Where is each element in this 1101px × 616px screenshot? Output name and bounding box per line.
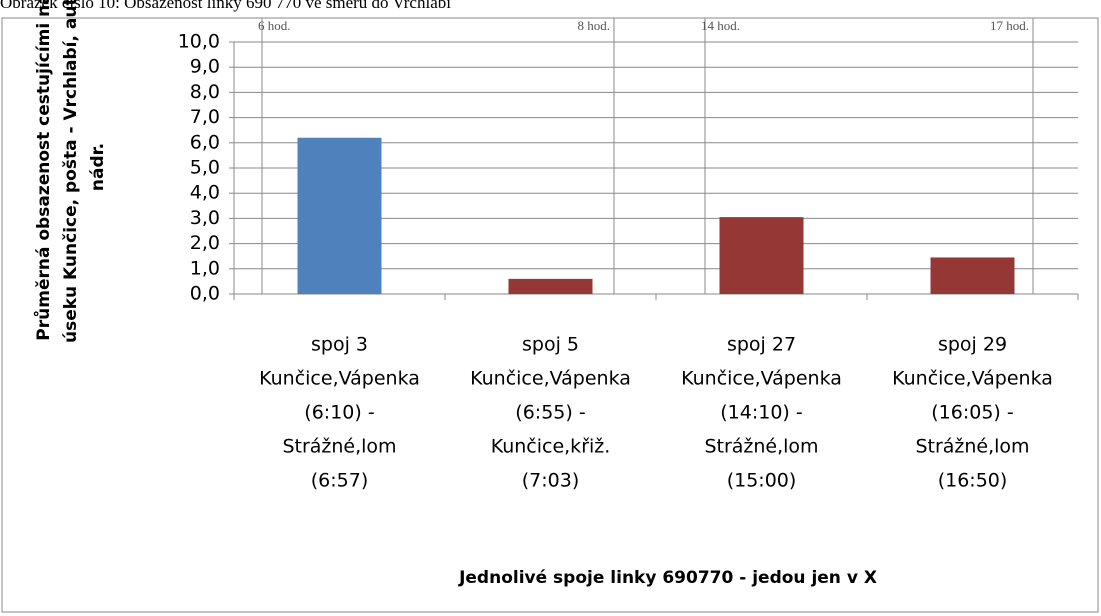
x-tick-label: (6:57) bbox=[311, 470, 369, 492]
x-tick-label: (16:50) bbox=[938, 470, 1008, 492]
y-tick-label: 9,0 bbox=[190, 56, 220, 78]
x-tick-label: (6:55) - bbox=[515, 402, 585, 424]
bar bbox=[508, 278, 593, 294]
bar bbox=[930, 257, 1015, 294]
x-axis-label: Jednolivé spoje linky 690770 - jedou jen… bbox=[458, 568, 877, 588]
y-axis-label: nádr. bbox=[88, 143, 108, 191]
x-tick-label: (6:10) - bbox=[304, 402, 374, 424]
y-tick-label: 4,0 bbox=[190, 182, 220, 204]
y-tick-label: 6,0 bbox=[190, 131, 220, 153]
y-tick-label: 5,0 bbox=[190, 157, 220, 179]
x-tick-label: (16:05) - bbox=[931, 402, 1013, 424]
bar bbox=[297, 137, 382, 294]
y-tick-label: 0,0 bbox=[190, 283, 220, 305]
annotation: 6 hod. bbox=[258, 18, 291, 33]
x-tick-label: spoj 3 bbox=[311, 334, 368, 356]
y-tick-label: 8,0 bbox=[190, 81, 220, 103]
caption: Obrázek číslo 10: Obsazenost linky 690 7… bbox=[0, 0, 451, 12]
annotation: 8 hod. bbox=[578, 18, 611, 33]
x-tick-label: Kunčice,křiž. bbox=[491, 436, 611, 458]
x-tick-label: spoj 5 bbox=[522, 334, 579, 356]
x-tick-label: spoj 29 bbox=[938, 334, 1007, 356]
y-tick-label: 3,0 bbox=[190, 207, 220, 229]
x-tick-label: (14:10) - bbox=[720, 402, 802, 424]
x-tick-label: Kunčice,Vápenka bbox=[892, 368, 1053, 390]
x-tick-label: Strážné,lom bbox=[282, 436, 396, 458]
x-tick-label: (7:03) bbox=[522, 470, 580, 492]
x-tick-label: (15:00) bbox=[727, 470, 797, 492]
y-tick-label: 10,0 bbox=[178, 31, 220, 53]
x-tick-label: Kunčice,Vápenka bbox=[470, 368, 631, 390]
annotation: 17 hod. bbox=[990, 18, 1029, 33]
annotation: 14 hod. bbox=[701, 18, 740, 33]
x-tick-label: Strážné,lom bbox=[915, 436, 1029, 458]
y-axis-label: úseku Kunčice, pošta - Vrchlabí, aut. bbox=[61, 0, 81, 343]
chart-frame bbox=[1, 17, 1099, 613]
y-axis-label: Průměrná obsazenost cestujícími na bbox=[32, 0, 54, 341]
y-tick-label: 1,0 bbox=[190, 257, 220, 279]
y-tick-label: 7,0 bbox=[190, 106, 220, 128]
x-tick-label: spoj 27 bbox=[727, 334, 796, 356]
x-tick-label: Kunčice,Vápenka bbox=[681, 368, 842, 390]
bar bbox=[719, 217, 804, 294]
x-tick-label: Strážné,lom bbox=[704, 436, 818, 458]
x-tick-label: Kunčice,Vápenka bbox=[259, 368, 420, 390]
y-tick-label: 2,0 bbox=[190, 232, 220, 254]
